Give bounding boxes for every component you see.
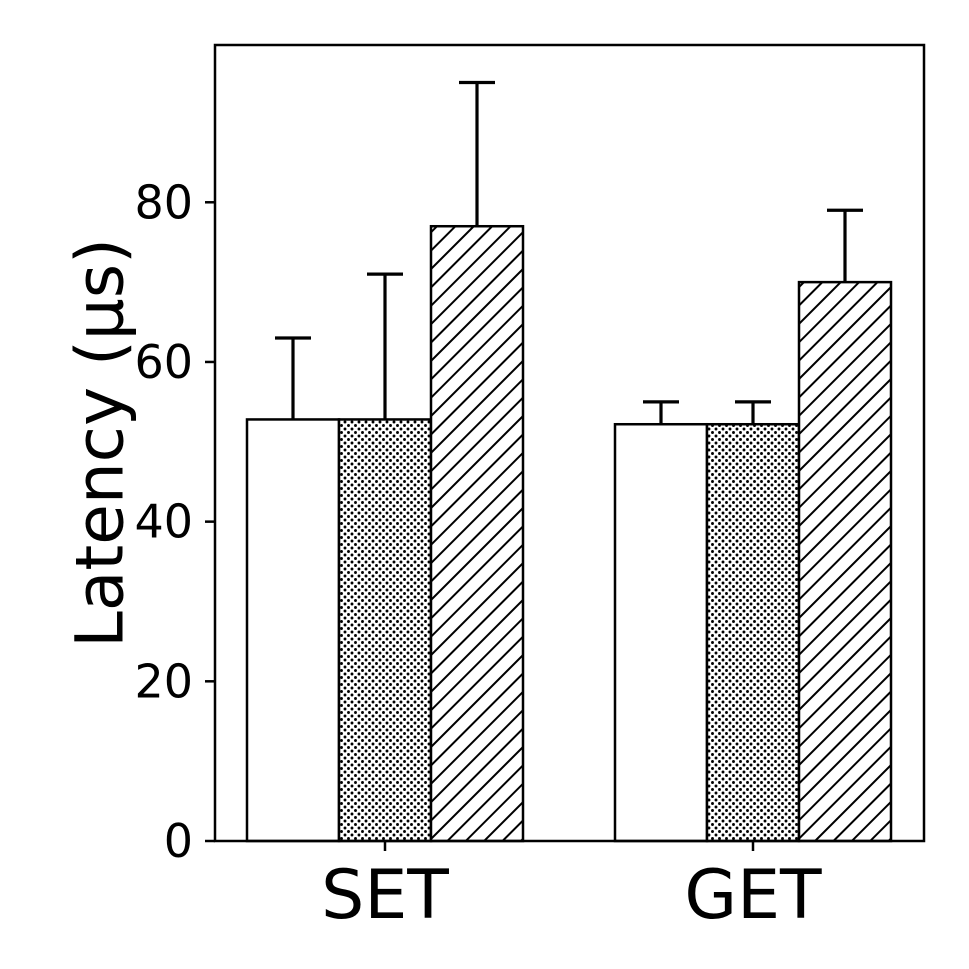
plot-frame	[213, 43, 926, 843]
bar-get-series-2	[705, 422, 801, 843]
y-tick-label: 20	[134, 654, 193, 708]
y-axis-ticks: 0 20 40 60 80	[134, 175, 215, 868]
bar-get-series-1	[613, 422, 709, 843]
bar-set-series-3	[429, 224, 525, 843]
x-tick-label-set: SET	[321, 856, 449, 935]
y-tick-label: 0	[164, 814, 193, 868]
bar-get-series-3	[797, 280, 893, 843]
bar-set-series-2	[337, 418, 433, 843]
y-tick-label: 40	[134, 495, 193, 549]
y-tick-label: 80	[134, 175, 193, 229]
bar-set-series-1	[245, 418, 341, 843]
x-axis-ticks: SET GET	[321, 841, 822, 935]
bars-layer	[245, 224, 893, 843]
error-bars-layer	[275, 80, 863, 425]
x-tick-label-get: GET	[684, 856, 822, 935]
y-axis-title: Latency (μs)	[62, 238, 139, 648]
y-tick-label: 60	[134, 335, 193, 389]
